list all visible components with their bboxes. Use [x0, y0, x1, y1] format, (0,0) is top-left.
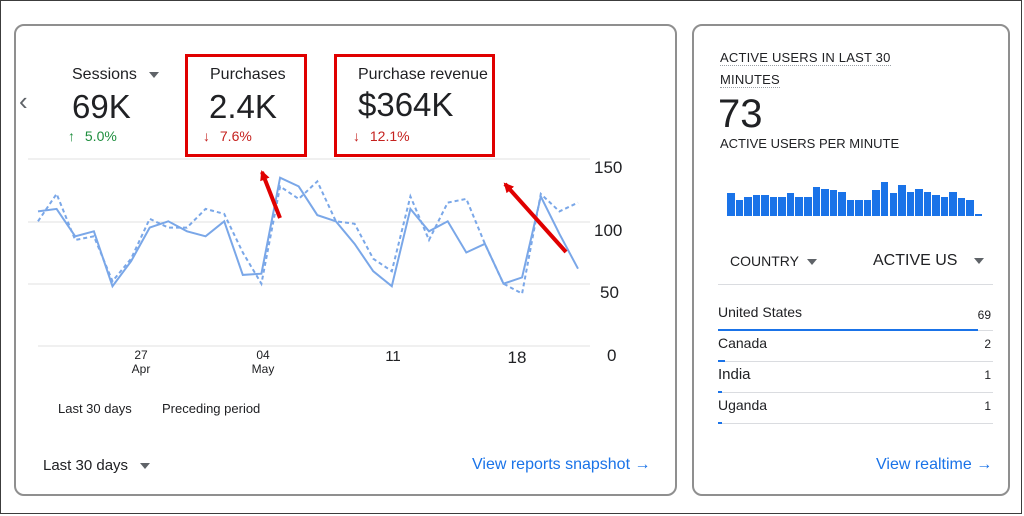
per-minute-bar: [932, 195, 940, 216]
dropdown-caret-icon: [806, 259, 817, 266]
per-minute-bar: [829, 190, 838, 216]
date-range-selector[interactable]: Last 30 days: [43, 457, 151, 474]
per-minute-bar: [744, 196, 752, 216]
y-tick-150: 150: [594, 158, 623, 177]
metric-purchases-delta: ↓ 7.6%: [203, 128, 252, 144]
per-minute-bar: [880, 182, 889, 216]
users-value: 1: [984, 399, 991, 413]
per-minute-bar: [889, 193, 898, 216]
per-minute-bar: [906, 191, 915, 216]
metric-sessions-value: 69K: [72, 88, 131, 125]
realtime-card: [692, 24, 1010, 496]
dropdown-caret-icon: [149, 71, 160, 78]
per-minute-bar: [872, 190, 880, 216]
x-tick-04: 04 May: [251, 348, 275, 376]
table-header-divider: [718, 284, 993, 285]
per-minute-bar: [855, 199, 863, 216]
per-minute-bar: [795, 196, 803, 216]
table-row[interactable]: Uganda 1: [718, 393, 993, 424]
country-label: Uganda: [718, 397, 768, 413]
per-minute-bar: [761, 195, 769, 216]
table-row[interactable]: India 1: [718, 362, 993, 393]
metric-revenue-label[interactable]: Purchase revenue: [358, 66, 488, 83]
per-minute-bar: [769, 196, 778, 216]
view-reports-snapshot-link[interactable]: View reports snapshot →: [472, 456, 651, 473]
date-range-label: Last 30 days: [43, 457, 129, 474]
y-tick-0: 0: [607, 346, 617, 365]
per-minute-bar: [735, 199, 744, 216]
users-value: 69: [977, 308, 991, 322]
metric-purchases-value: 2.4K: [209, 88, 277, 125]
per-minute-bar: [786, 193, 795, 216]
share-bar: [718, 422, 722, 424]
highlight-box-purchases: [185, 54, 307, 157]
table-row[interactable]: Canada 2: [718, 331, 993, 362]
share-bar: [718, 391, 722, 393]
legend-preceding-period[interactable]: Preceding period: [162, 401, 261, 416]
active-users-value: 73: [718, 92, 763, 136]
overview-card: [14, 24, 677, 496]
per-minute-bar: [898, 185, 906, 216]
per-minute-bar: [863, 199, 872, 216]
dropdown-caret-icon: [140, 463, 151, 470]
y-tick-100: 100: [594, 221, 623, 240]
per-minute-bar: [957, 198, 966, 216]
realtime-title-line1: ACTIVE USERS IN LAST 30: [720, 50, 891, 66]
per-minute-bar: [804, 196, 812, 216]
users-column-header[interactable]: ACTIVE US: [873, 252, 984, 270]
per-minute-bar: [940, 196, 949, 216]
annotation-arrow-purchases: [260, 170, 282, 219]
per-minute-bar: [727, 193, 735, 216]
x-tick-11: 11: [385, 348, 401, 365]
metric-sessions-label: Sessions: [72, 66, 137, 83]
per-minute-bar: [966, 199, 974, 216]
per-minute-bar: [812, 186, 821, 216]
per-minute-label: ACTIVE USERS PER MINUTE: [720, 136, 900, 151]
country-column-header[interactable]: COUNTRY: [730, 253, 817, 269]
country-label: India: [718, 366, 751, 383]
country-label: Canada: [718, 335, 768, 351]
metric-sessions-selector[interactable]: Sessions: [72, 66, 160, 84]
per-minute-bar: [846, 199, 855, 216]
highlight-box-revenue: [334, 54, 495, 157]
x-tick-18: 18: [507, 348, 527, 367]
arrow-up-icon: ↑: [68, 128, 75, 144]
per-minute-bar: [923, 191, 932, 216]
per-minute-bar: [778, 196, 786, 216]
share-bar: [718, 329, 978, 331]
legend-last-30-days[interactable]: Last 30 days: [58, 401, 132, 416]
annotation-arrow-revenue: [503, 182, 568, 254]
per-minute-bar: [821, 188, 829, 216]
table-row[interactable]: United States 69: [718, 300, 993, 331]
realtime-title-line2: MINUTES: [720, 72, 780, 88]
per-minute-bar: [915, 188, 923, 216]
view-realtime-link[interactable]: View realtime →: [876, 456, 993, 473]
metric-purchases-label[interactable]: Purchases: [210, 66, 286, 83]
arrow-down-icon: ↓: [203, 128, 210, 144]
country-label: United States: [718, 304, 803, 320]
arrow-down-icon: ↓: [353, 128, 360, 144]
per-minute-bar: [752, 195, 761, 216]
metric-sessions-delta: ↑ 5.0%: [68, 128, 117, 144]
per-minute-bar: [949, 191, 957, 216]
series-line-last-30-days: [37, 176, 579, 289]
metric-revenue-delta: ↓ 12.1%: [353, 128, 410, 144]
x-tick-27: 27 Apr: [131, 348, 151, 376]
metric-revenue-value: $364K: [358, 86, 454, 123]
dropdown-caret-icon: [973, 257, 984, 264]
users-value: 2: [984, 337, 991, 351]
per-minute-bar: [838, 191, 846, 216]
users-value: 1: [984, 368, 991, 382]
series-layer: [37, 176, 579, 296]
share-bar: [718, 360, 726, 362]
previous-metrics-arrow[interactable]: ‹: [19, 86, 28, 116]
y-tick-50: 50: [600, 283, 619, 302]
per-minute-bar: [974, 214, 983, 216]
